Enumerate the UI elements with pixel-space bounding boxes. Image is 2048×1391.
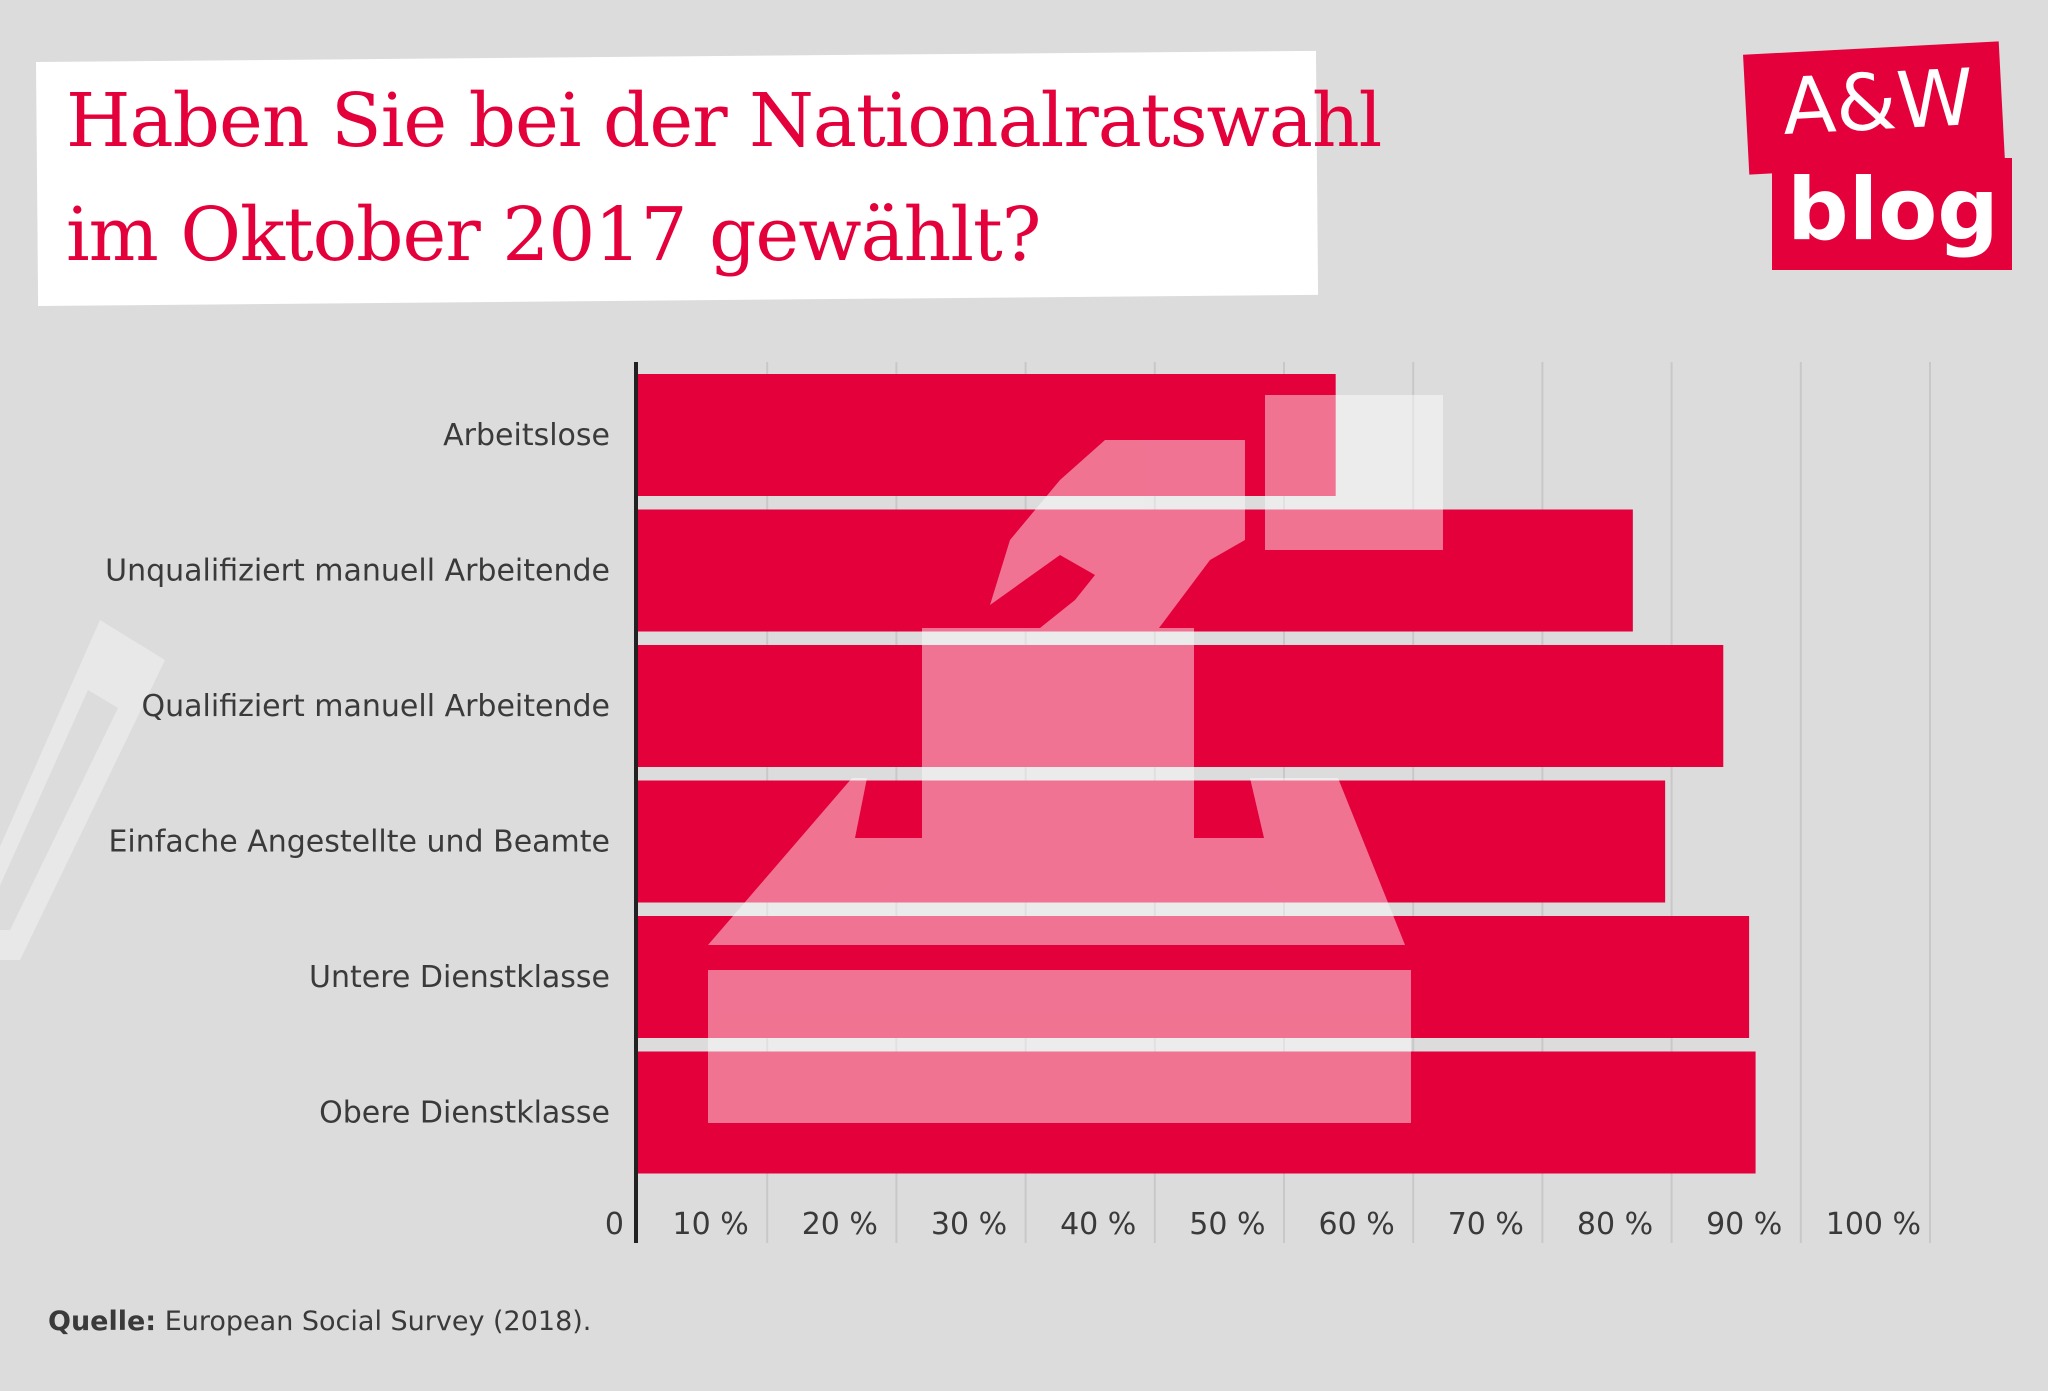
category-labels: Arbeitslose Unqualifiziert manuell Arbeit… <box>105 418 610 1131</box>
x-tick-label: 70 % <box>1448 1207 1524 1242</box>
category-label: Untere Dienstklasse <box>309 960 610 995</box>
category-label: Obere Dienstklasse <box>319 1096 610 1131</box>
x-axis-ticks: 0 10 % 20 % 30 % 40 % 50 % 60 % 70 % 80 % 90 % 100… <box>605 1207 1921 1242</box>
ballot-box-icon <box>708 395 1443 1123</box>
x-tick-label: 50 % <box>1189 1207 1265 1242</box>
logo-bottom-block <box>1772 158 2012 270</box>
x-tick-label: 30 % <box>931 1207 1007 1242</box>
source-note: Quelle: European Social Survey (2018). <box>48 1306 591 1337</box>
chart-title-line-1: Haben Sie bei der Nationalratswahl <box>66 78 1382 164</box>
source-text: European Social Survey (2018). <box>164 1306 592 1337</box>
category-label: Arbeitslose <box>443 418 610 453</box>
x-tick-label: 40 % <box>1060 1207 1136 1242</box>
bars <box>638 374 1756 1174</box>
bar <box>638 780 1666 903</box>
logo-blog-text: blog <box>1787 160 1999 260</box>
bar <box>638 509 1633 632</box>
bar <box>638 1051 1756 1174</box>
source-label: Quelle: <box>48 1306 157 1337</box>
x-tick-label: 100 % <box>1826 1207 1921 1242</box>
bar <box>638 916 1750 1038</box>
x-tick-label: 90 % <box>1706 1207 1782 1242</box>
x-tick-label: 0 <box>605 1207 624 1242</box>
x-tick-label: 80 % <box>1577 1207 1653 1242</box>
category-label: Unqualifiziert manuell Arbeitende <box>105 554 610 589</box>
pen-illustration <box>0 620 165 960</box>
x-tick-label: 20 % <box>802 1207 878 1242</box>
category-label: Einfache Angestellte und Beamte <box>108 825 610 860</box>
x-tick-label: 10 % <box>672 1207 748 1242</box>
x-tick-label: 60 % <box>1318 1207 1394 1242</box>
category-label: Qualifiziert manuell Arbeitende <box>142 689 610 724</box>
bar <box>638 374 1336 496</box>
chart-title-line-2: im Oktober 2017 gewählt? <box>66 192 1041 278</box>
bar <box>638 645 1724 767</box>
